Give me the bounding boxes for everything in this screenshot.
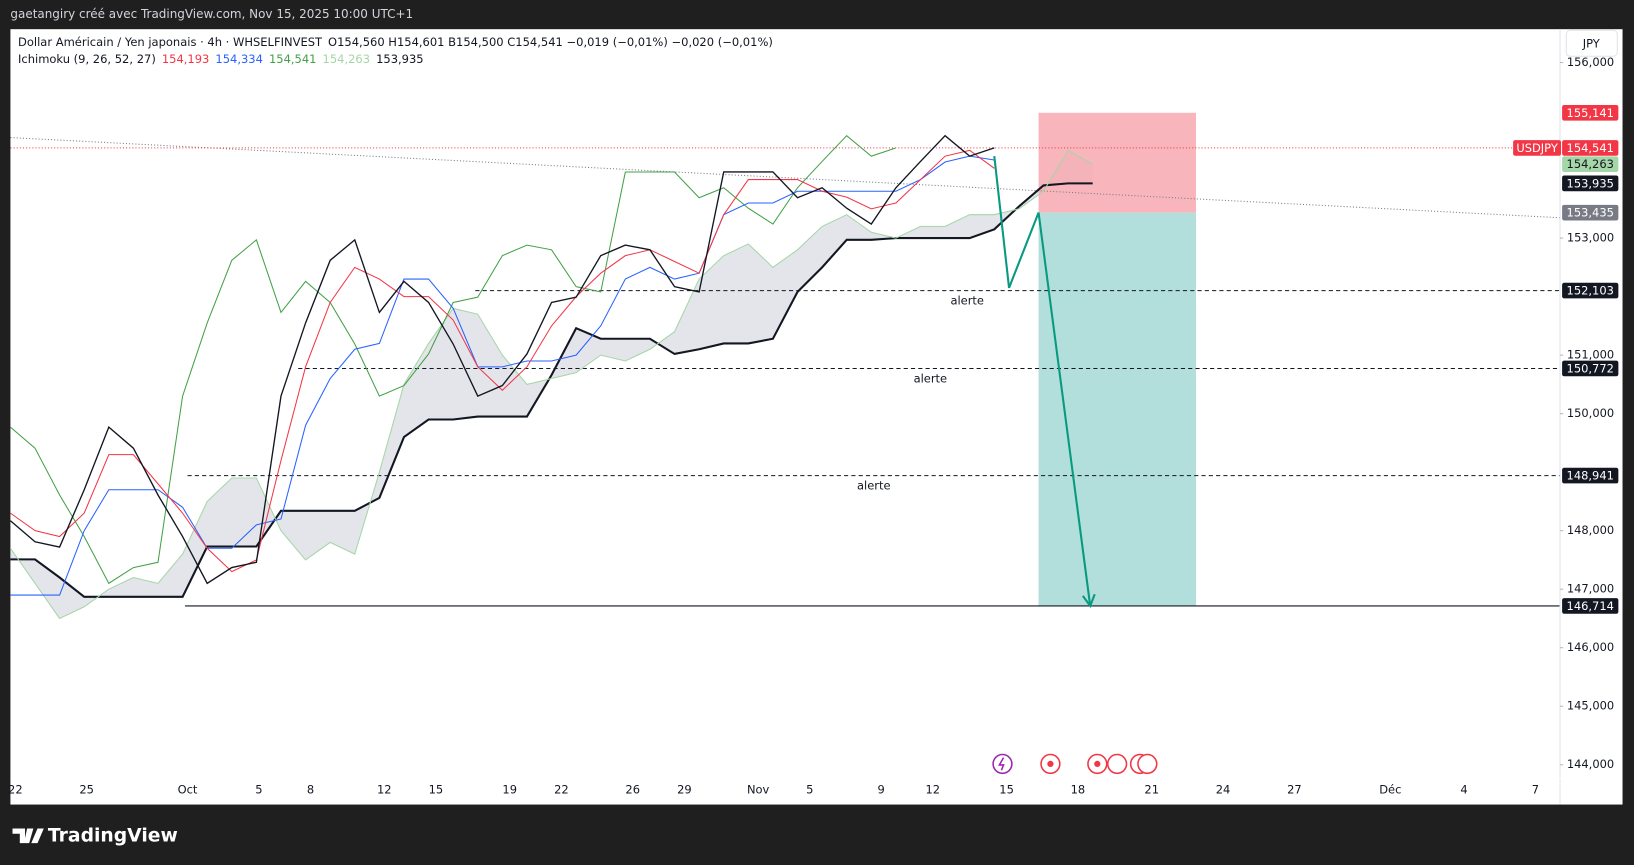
indicator-value: 154,334: [215, 52, 263, 66]
y-tick-label: 156,000: [1567, 55, 1614, 69]
x-tick-label: 26: [625, 782, 640, 796]
price-tag: [1562, 140, 1619, 156]
y-tick-label: 148,000: [1567, 523, 1614, 537]
legend-row: Dollar Américain / Yen japonais · 4h · W…: [18, 34, 779, 51]
trendline: [10, 137, 1561, 219]
stop-zone: [1038, 112, 1196, 213]
price-tag-label: 150,772: [1567, 361, 1614, 375]
event-glyph: [1047, 760, 1054, 768]
legend: Dollar Américain / Yen japonais · 4h · W…: [18, 34, 779, 68]
ohlc: O154,560 H154,601 B154,500 C154,541 −0,0…: [328, 35, 773, 49]
chart-title: Dollar Américain / Yen japonais · 4h · W…: [18, 35, 323, 49]
price-tag: [1562, 204, 1619, 221]
x-tick-label: 29: [677, 782, 692, 796]
x-tick-label: Déc: [1379, 782, 1401, 796]
price-tag: [1562, 360, 1619, 377]
x-tick-label: 8: [307, 782, 314, 796]
ichimoku-line: [9, 149, 1093, 620]
x-tick-label: 22: [8, 782, 23, 796]
brand: TradingView: [48, 825, 178, 846]
price-tag: [1562, 175, 1619, 192]
event-icons: [992, 753, 1158, 775]
indicator-value: 154,541: [268, 52, 317, 66]
x-tick-label: Oct: [178, 782, 198, 796]
target-zone: [1038, 212, 1196, 606]
x-tick-label: 9: [877, 782, 884, 796]
y-tick-label: 147,000: [1567, 582, 1614, 596]
x-tick-label: 5: [255, 782, 262, 796]
ichimoku-line: [10, 182, 1093, 598]
level-note: alerte: [950, 294, 983, 308]
arrow-head: [1081, 593, 1096, 609]
y-tick-label: 146,000: [1567, 640, 1614, 654]
x-tick-label: 12: [926, 782, 941, 796]
x-tick-label: 4: [1460, 782, 1467, 796]
price-tag-label: 148,941: [1567, 469, 1614, 483]
x-tick-label: 12: [377, 782, 392, 796]
y-tick-label: 144,000: [1567, 757, 1614, 771]
price-tag-label: 153,435: [1567, 206, 1614, 220]
logo-mark: [12, 828, 44, 844]
indicator-value: 154,263: [322, 52, 371, 66]
price-tag: [1562, 282, 1619, 299]
y-tick-label: 153,000: [1567, 231, 1614, 245]
x-tick-label: 22: [554, 782, 569, 796]
indicator-label: Ichimoku (9, 26, 52, 27): [18, 52, 156, 66]
event-glyph: [998, 757, 1005, 771]
indicator-value: 153,935: [376, 52, 424, 66]
x-tick-label: 27: [1287, 782, 1302, 796]
ichimoku-line: [10, 155, 995, 596]
x-tick-label: 7: [1532, 782, 1539, 796]
price-tag-label: 154,263: [1567, 157, 1614, 171]
price-tag-label: 153,935: [1567, 176, 1614, 190]
plot: alertealertealerte156,000153,000151,0001…: [8, 29, 1623, 805]
plot-background: [10, 29, 1623, 805]
price-tag: [1562, 104, 1619, 121]
price-line-series: [9, 134, 995, 585]
header: gaetangiry créé avec TradingView.com, No…: [10, 7, 413, 21]
legend-row: Ichimoku (9, 26, 52, 27) 154,193 154,334 15…: [18, 51, 779, 68]
event-icon[interactable]: [1106, 753, 1128, 775]
x-tick-label: 24: [1216, 782, 1231, 796]
x-tick-label: 18: [1071, 782, 1086, 796]
logo: TradingView: [12, 825, 178, 846]
indicator-value: 154,193: [161, 52, 210, 66]
y-tick-label: 150,000: [1567, 406, 1614, 420]
x-tick-label: 19: [502, 782, 517, 796]
price-tag: [1562, 598, 1619, 614]
x-tick-label: 25: [79, 782, 94, 796]
price-tag: [1562, 156, 1619, 172]
x-tick-label: 5: [806, 782, 813, 796]
price-tag-label: 155,141: [1567, 106, 1614, 120]
event-icon[interactable]: [1137, 753, 1158, 775]
x-tick-label: 15: [999, 782, 1014, 796]
currency-button[interactable]: [1565, 29, 1618, 57]
event-icon[interactable]: [992, 753, 1013, 775]
x-tick-label: 15: [429, 782, 444, 796]
projection: [993, 156, 1092, 607]
currency[interactable]: JPY: [1582, 36, 1601, 50]
y-tick-label: 145,000: [1567, 699, 1614, 713]
x-tick-label: Nov: [747, 782, 770, 796]
price-tag: [1562, 467, 1619, 484]
ichimoku-line: [10, 149, 995, 573]
level-note: alerte: [914, 371, 947, 385]
y-tick-label: 151,000: [1567, 348, 1614, 362]
level-note: alerte: [857, 479, 890, 493]
event-glyph: [1094, 760, 1101, 768]
price-tag-label: 146,714: [1567, 599, 1614, 613]
symbol-tag-label: USDJPY: [1516, 141, 1559, 155]
x-tick-label: 21: [1144, 782, 1159, 796]
price-tag-label: 154,541: [1567, 141, 1614, 155]
symbol-tag: [1513, 140, 1562, 156]
price-tag-label: 152,103: [1567, 284, 1614, 298]
ichimoku-line: [10, 134, 897, 585]
